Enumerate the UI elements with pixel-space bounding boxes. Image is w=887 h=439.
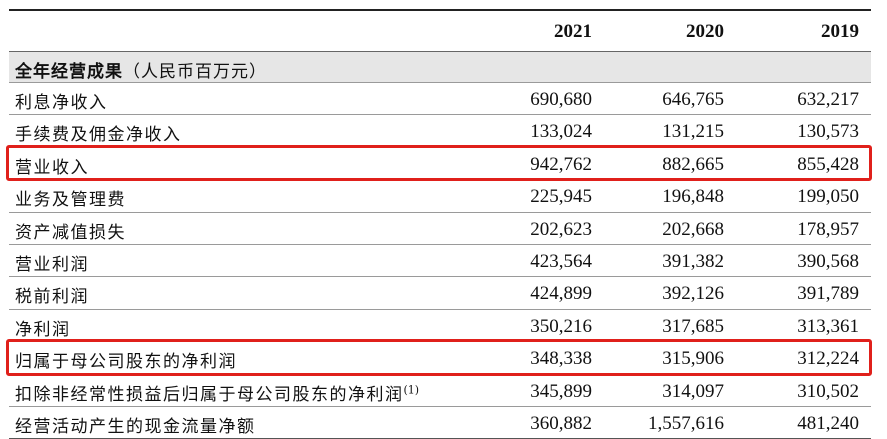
- row-label: 税前利润: [15, 282, 89, 307]
- section-title-text: 全年经营成果: [15, 62, 123, 82]
- cell-2019: 199,050: [797, 186, 859, 208]
- section-header: 全年经营成果（人民币百万元）: [9, 51, 871, 83]
- row-label: 扣除非经常性损益后归属于母公司股东的净利润(1): [15, 380, 419, 405]
- table-row: 税前利润 424,899 392,126 391,789: [9, 276, 871, 309]
- cell-2020: 392,126: [662, 283, 724, 305]
- cell-2021: 690,680: [530, 89, 592, 110]
- cell-2020: 317,685: [662, 315, 724, 337]
- table-row: 经营活动产生的现金流量净额 360,882 1,557,616 481,240: [9, 406, 871, 439]
- footnote-marker: (1): [403, 382, 420, 396]
- row-label-text: 经营活动产生的现金流量净额: [15, 417, 256, 437]
- cell-2021: 424,899: [530, 283, 592, 305]
- cell-2020: 646,765: [662, 89, 724, 110]
- cell-2021: 360,882: [530, 413, 592, 434]
- table-top-rule: [9, 9, 871, 11]
- cell-2019: 178,957: [797, 218, 859, 240]
- row-label: 业务及管理费: [15, 185, 126, 210]
- highlight-box-revenue: [6, 144, 872, 182]
- cell-2019: 481,240: [797, 413, 859, 434]
- cell-2021: 202,623: [530, 218, 592, 240]
- cell-2019: 312,224: [797, 348, 859, 370]
- cell-2020: 391,382: [662, 251, 724, 272]
- cell-2020: 131,215: [662, 121, 724, 143]
- row-label: 手续费及佣金净收入: [15, 120, 182, 145]
- row-label: 营业收入: [15, 153, 89, 178]
- cell-2019: 855,428: [797, 153, 859, 175]
- cell-2021: 350,216: [530, 315, 592, 337]
- table-row: 资产减值损失 202,623 202,668 178,957: [9, 211, 871, 245]
- year-header-2019: 2019: [821, 21, 859, 42]
- table-row: 扣除非经常性损益后归属于母公司股东的净利润(1) 345,899 314,097 31…: [9, 373, 871, 407]
- cell-2021: 345,899: [530, 380, 592, 402]
- row-label-text: 净利润: [15, 319, 71, 340]
- row-label: 营业利润: [15, 250, 89, 275]
- cell-2020: 315,906: [662, 348, 724, 370]
- year-header-row: 2021 2020 2019: [9, 11, 871, 51]
- cell-2019: 391,789: [797, 283, 859, 305]
- row-label-text: 归属于母公司股东的净利润: [15, 352, 237, 373]
- table-row: 手续费及佣金净收入 133,024 131,215 130,573: [9, 114, 871, 147]
- highlight-box-net-profit-parent: [6, 339, 872, 376]
- section-unit: （人民币百万元）: [123, 62, 267, 82]
- year-header-2021: 2021: [554, 21, 592, 42]
- cell-2019: 130,573: [797, 121, 859, 143]
- cell-2021: 942,762: [530, 153, 592, 175]
- row-label-text: 手续费及佣金净收入: [15, 125, 182, 146]
- row-label: 资产减值损失: [15, 218, 126, 243]
- row-label-text: 税前利润: [15, 287, 89, 308]
- cell-2019: 313,361: [797, 315, 859, 337]
- cell-2020: 202,668: [662, 218, 724, 240]
- cell-2021: 225,945: [530, 186, 592, 208]
- cell-2021: 423,564: [530, 251, 592, 272]
- cell-2019: 390,568: [797, 251, 859, 272]
- row-label-text: 营业利润: [15, 255, 89, 275]
- cell-2020: 196,848: [662, 186, 724, 208]
- row-label-text: 利息净收入: [15, 93, 108, 113]
- cell-2020: 882,665: [662, 153, 724, 175]
- table-row: 利息净收入 690,680 646,765 632,217: [9, 82, 871, 115]
- row-label: 净利润: [15, 315, 71, 340]
- row-label: 利息净收入: [15, 88, 108, 113]
- row-label-text: 扣除非经常性损益后归属于母公司股东的净利润: [15, 384, 404, 405]
- cell-2019: 632,217: [797, 89, 859, 110]
- cell-2021: 348,338: [530, 348, 592, 370]
- section-title: 全年经营成果（人民币百万元）: [15, 57, 267, 82]
- cell-2021: 133,024: [530, 121, 592, 143]
- row-label-text: 业务及管理费: [15, 190, 126, 211]
- row-label-text: 营业收入: [15, 157, 89, 178]
- table-row: 营业利润 423,564 391,382 390,568: [9, 244, 871, 277]
- table-row: 业务及管理费 225,945 196,848 199,050: [9, 179, 871, 212]
- cell-2020: 314,097: [662, 380, 724, 402]
- cell-2020: 1,557,616: [648, 413, 724, 434]
- row-label-text: 资产减值损失: [15, 222, 126, 243]
- table-row: 净利润 350,216 317,685 313,361: [9, 308, 871, 342]
- row-label: 归属于母公司股东的净利润: [15, 347, 237, 372]
- cell-2019: 310,502: [797, 380, 859, 402]
- year-header-2020: 2020: [686, 21, 724, 42]
- row-label: 经营活动产生的现金流量净额: [15, 412, 256, 437]
